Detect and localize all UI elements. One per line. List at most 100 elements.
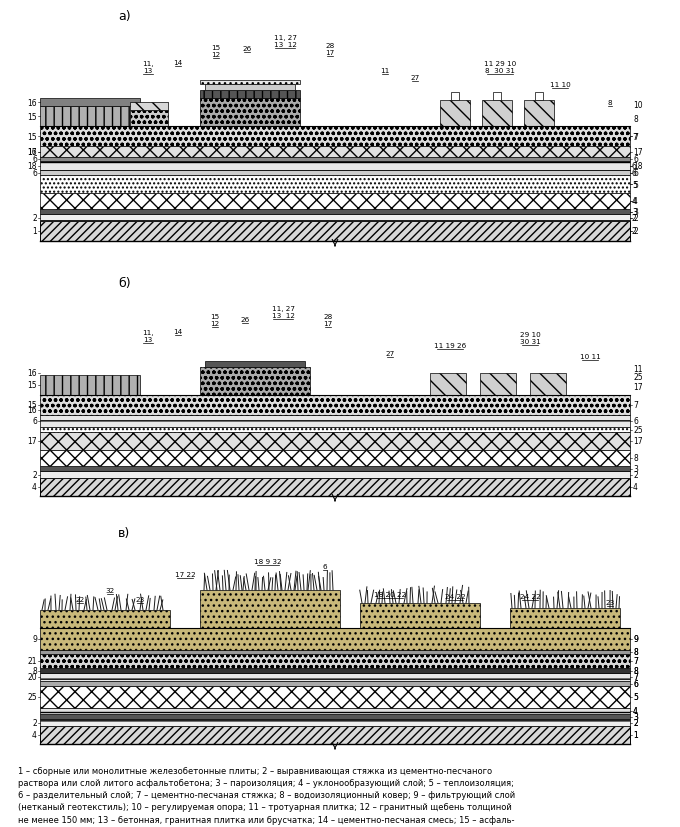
Text: 11: 11	[380, 68, 390, 74]
Text: 2: 2	[633, 718, 638, 727]
Text: 25: 25	[633, 373, 643, 382]
Polygon shape	[348, 662, 362, 668]
Text: 4: 4	[32, 730, 37, 739]
Bar	[200, 590, 340, 629]
Polygon shape	[306, 662, 320, 668]
Bar	[40, 629, 630, 650]
Text: 15: 15	[27, 401, 37, 410]
Polygon shape	[544, 662, 558, 668]
Text: 5: 5	[633, 693, 638, 701]
Bar	[130, 103, 168, 111]
Text: 23: 23	[605, 600, 615, 605]
Text: 4: 4	[632, 198, 637, 206]
Text: 9: 9	[633, 635, 638, 643]
Text: 6: 6	[633, 155, 638, 165]
Text: 8: 8	[633, 114, 638, 123]
Text: 28
17: 28 17	[324, 313, 333, 327]
Text: 18: 18	[27, 162, 37, 171]
Text: 8: 8	[633, 667, 638, 675]
Polygon shape	[586, 662, 600, 668]
Polygon shape	[474, 662, 488, 668]
Text: 11: 11	[633, 365, 643, 374]
Polygon shape	[124, 662, 138, 668]
Text: 2: 2	[633, 213, 638, 222]
Text: 4: 4	[633, 198, 638, 206]
Bar	[40, 147, 630, 158]
Bar	[40, 726, 630, 744]
Text: 8: 8	[608, 100, 612, 106]
Bar	[40, 171, 630, 176]
Polygon shape	[96, 662, 110, 668]
Polygon shape	[236, 662, 250, 668]
Text: 15: 15	[27, 132, 37, 141]
Text: 3: 3	[633, 712, 638, 721]
Text: 5: 5	[632, 180, 637, 189]
Text: 15
12: 15 12	[210, 313, 220, 327]
Text: 16: 16	[27, 369, 37, 378]
Polygon shape	[376, 662, 390, 668]
Text: 1: 1	[32, 227, 37, 237]
Text: 16: 16	[27, 98, 37, 108]
Text: 26: 26	[242, 46, 252, 52]
Polygon shape	[614, 662, 628, 668]
Text: 7: 7	[633, 672, 638, 681]
Text: 11,
13: 11, 13	[142, 61, 154, 74]
Bar	[530, 374, 566, 395]
Polygon shape	[180, 662, 194, 668]
Text: 5: 5	[633, 180, 638, 189]
Text: 29 10
30 31: 29 10 30 31	[520, 332, 541, 345]
Bar	[40, 428, 630, 433]
Text: 1 – сборные или монолитные железобетонные плиты; 2 – выравнивающая стяжка из цем: 1 – сборные или монолитные железобетонны…	[18, 766, 517, 827]
Text: 32: 32	[105, 587, 115, 593]
Text: 11 19 26: 11 19 26	[434, 342, 466, 348]
Text: 2: 2	[633, 471, 638, 480]
Text: 7: 7	[633, 657, 638, 666]
Polygon shape	[138, 662, 152, 668]
Polygon shape	[320, 662, 334, 668]
Text: б): б)	[118, 277, 131, 289]
Text: 7: 7	[633, 657, 638, 666]
Text: 4: 4	[633, 483, 638, 492]
Text: 11,
13: 11, 13	[142, 330, 154, 342]
Bar	[480, 374, 516, 395]
Text: 18: 18	[633, 162, 643, 171]
Text: 23: 23	[135, 596, 145, 602]
Bar	[40, 99, 140, 107]
Text: 2: 2	[32, 213, 37, 222]
Polygon shape	[278, 662, 292, 668]
Text: 6: 6	[633, 417, 638, 426]
Text: 4: 4	[633, 706, 638, 715]
Bar	[40, 127, 630, 147]
Text: 7: 7	[633, 132, 638, 141]
Bar	[40, 210, 630, 215]
Bar	[40, 158, 630, 162]
Bar	[40, 668, 630, 673]
Polygon shape	[194, 662, 208, 668]
Text: 18 20 22: 18 20 22	[374, 591, 406, 597]
Text: 2: 2	[32, 718, 37, 727]
Text: 18 9 32: 18 9 32	[254, 558, 282, 564]
Bar	[493, 93, 501, 101]
Text: 6: 6	[323, 563, 327, 569]
Text: 2: 2	[633, 718, 638, 727]
Bar	[40, 222, 630, 241]
Polygon shape	[152, 662, 166, 668]
Text: 8: 8	[633, 648, 638, 657]
Polygon shape	[558, 662, 572, 668]
Text: 6: 6	[632, 169, 637, 178]
Bar	[200, 99, 300, 127]
Bar	[40, 715, 630, 719]
Text: 7: 7	[633, 401, 638, 410]
Text: 6: 6	[32, 155, 37, 165]
Text: 6: 6	[32, 169, 37, 178]
Text: 2: 2	[632, 227, 636, 237]
Bar	[482, 101, 512, 127]
Text: 17: 17	[633, 383, 643, 392]
Polygon shape	[292, 662, 306, 668]
Text: 6: 6	[32, 417, 37, 426]
Text: 9: 9	[32, 635, 37, 643]
Bar	[440, 101, 470, 127]
Text: 9: 9	[633, 635, 638, 643]
Bar	[40, 681, 630, 686]
Text: 1: 1	[633, 730, 638, 739]
